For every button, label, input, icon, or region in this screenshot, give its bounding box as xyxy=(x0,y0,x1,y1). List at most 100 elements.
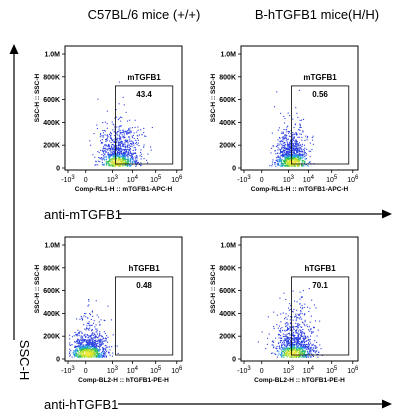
scatter-point xyxy=(305,154,307,156)
scatter-point xyxy=(113,146,115,148)
scatter-point xyxy=(301,149,303,151)
scatter-point xyxy=(135,164,137,166)
scatter-point xyxy=(99,341,101,343)
scatter-point xyxy=(106,123,108,125)
scatter-point xyxy=(309,350,311,352)
scatter-point xyxy=(296,343,298,345)
scatter-point xyxy=(80,346,82,348)
scatter-point xyxy=(296,151,298,153)
x-tick-label: 106 xyxy=(347,366,359,375)
scatter-point xyxy=(108,160,110,162)
scatter-point xyxy=(293,345,295,347)
scatter-point xyxy=(94,342,96,344)
scatter-point xyxy=(102,157,104,159)
scatter-point xyxy=(279,141,281,143)
scatter-point xyxy=(94,348,96,350)
scatter-point xyxy=(79,347,81,349)
scatter-point xyxy=(113,144,115,146)
scatter-point xyxy=(297,336,299,338)
scatter-point xyxy=(310,342,312,344)
scatter-point xyxy=(296,151,298,153)
scatter-point xyxy=(318,351,320,353)
scatter-point xyxy=(294,140,296,142)
scatter-point xyxy=(288,165,290,167)
scatter-point xyxy=(125,151,127,153)
scatter-point xyxy=(261,331,263,333)
scatter-point xyxy=(285,339,287,341)
scatter-point xyxy=(294,123,296,125)
scatter-point xyxy=(299,124,301,126)
scatter-point xyxy=(283,155,285,157)
scatter-point xyxy=(99,334,101,336)
scatter-point xyxy=(304,355,306,357)
scatter-point xyxy=(112,155,114,157)
scatter-point xyxy=(104,134,106,136)
scatter-point xyxy=(125,162,127,164)
scatter-point xyxy=(94,341,96,343)
scatter-point xyxy=(87,344,89,346)
scatter-point xyxy=(102,348,104,350)
scatter-point xyxy=(301,350,303,352)
scatter-point xyxy=(295,340,297,342)
scatter-point xyxy=(87,337,89,339)
scatter-point xyxy=(71,336,73,338)
scatter-point xyxy=(93,348,95,350)
scatter-point xyxy=(276,163,278,165)
scatter-point xyxy=(103,351,105,353)
scatter-point xyxy=(279,137,281,139)
scatter-point xyxy=(272,161,274,163)
scatter-point xyxy=(296,154,298,156)
scatter-point xyxy=(117,158,119,160)
scatter-point xyxy=(118,165,120,167)
scatter-point xyxy=(107,346,109,348)
scatter-point xyxy=(82,354,84,356)
scatter-point xyxy=(284,336,286,338)
scatter-point xyxy=(122,152,124,154)
scatter-point xyxy=(305,338,307,340)
scatter-point xyxy=(98,335,100,337)
scatter-point xyxy=(88,337,90,339)
scatter-point xyxy=(297,346,299,348)
scatter-point xyxy=(123,154,125,156)
scatter-point xyxy=(98,345,100,347)
scatter-point xyxy=(294,154,296,156)
scatter-point xyxy=(103,130,105,132)
scatter-point xyxy=(106,110,108,112)
scatter-point xyxy=(299,119,301,121)
scatter-point xyxy=(300,156,302,158)
scatter-point xyxy=(292,132,294,134)
scatter-point xyxy=(301,296,303,298)
scatter-point xyxy=(308,150,310,152)
scatter-point xyxy=(286,352,288,354)
scatter-point xyxy=(94,335,96,337)
scatter-point xyxy=(293,349,295,351)
scatter-point xyxy=(289,159,291,161)
scatter-point xyxy=(77,338,79,340)
scatter-point xyxy=(281,355,283,357)
scatter-point xyxy=(107,336,109,338)
scatter-point xyxy=(316,341,318,343)
scatter-point xyxy=(98,157,100,159)
scatter-point xyxy=(96,337,98,339)
scatter-point xyxy=(102,132,104,134)
scatter-point xyxy=(87,352,89,354)
scatter-point xyxy=(303,332,305,334)
scatter-point xyxy=(87,343,89,345)
scatter-point xyxy=(116,147,118,149)
scatter-point xyxy=(99,136,101,138)
scatter-point xyxy=(122,148,124,150)
scatter-point xyxy=(295,329,297,331)
scatter-point xyxy=(115,144,117,146)
scatter-point xyxy=(292,344,294,346)
scatter-point xyxy=(304,341,306,343)
scatter-point xyxy=(136,144,138,146)
scatter-point xyxy=(121,162,123,164)
scatter-point xyxy=(111,159,113,161)
scatter-point xyxy=(298,145,300,147)
scatter-point xyxy=(125,140,127,142)
scatter-point xyxy=(295,132,297,134)
scatter-point xyxy=(98,341,100,343)
scatter-point xyxy=(122,155,124,157)
scatter-point xyxy=(119,158,121,160)
x-tick-label: 105 xyxy=(326,366,338,375)
